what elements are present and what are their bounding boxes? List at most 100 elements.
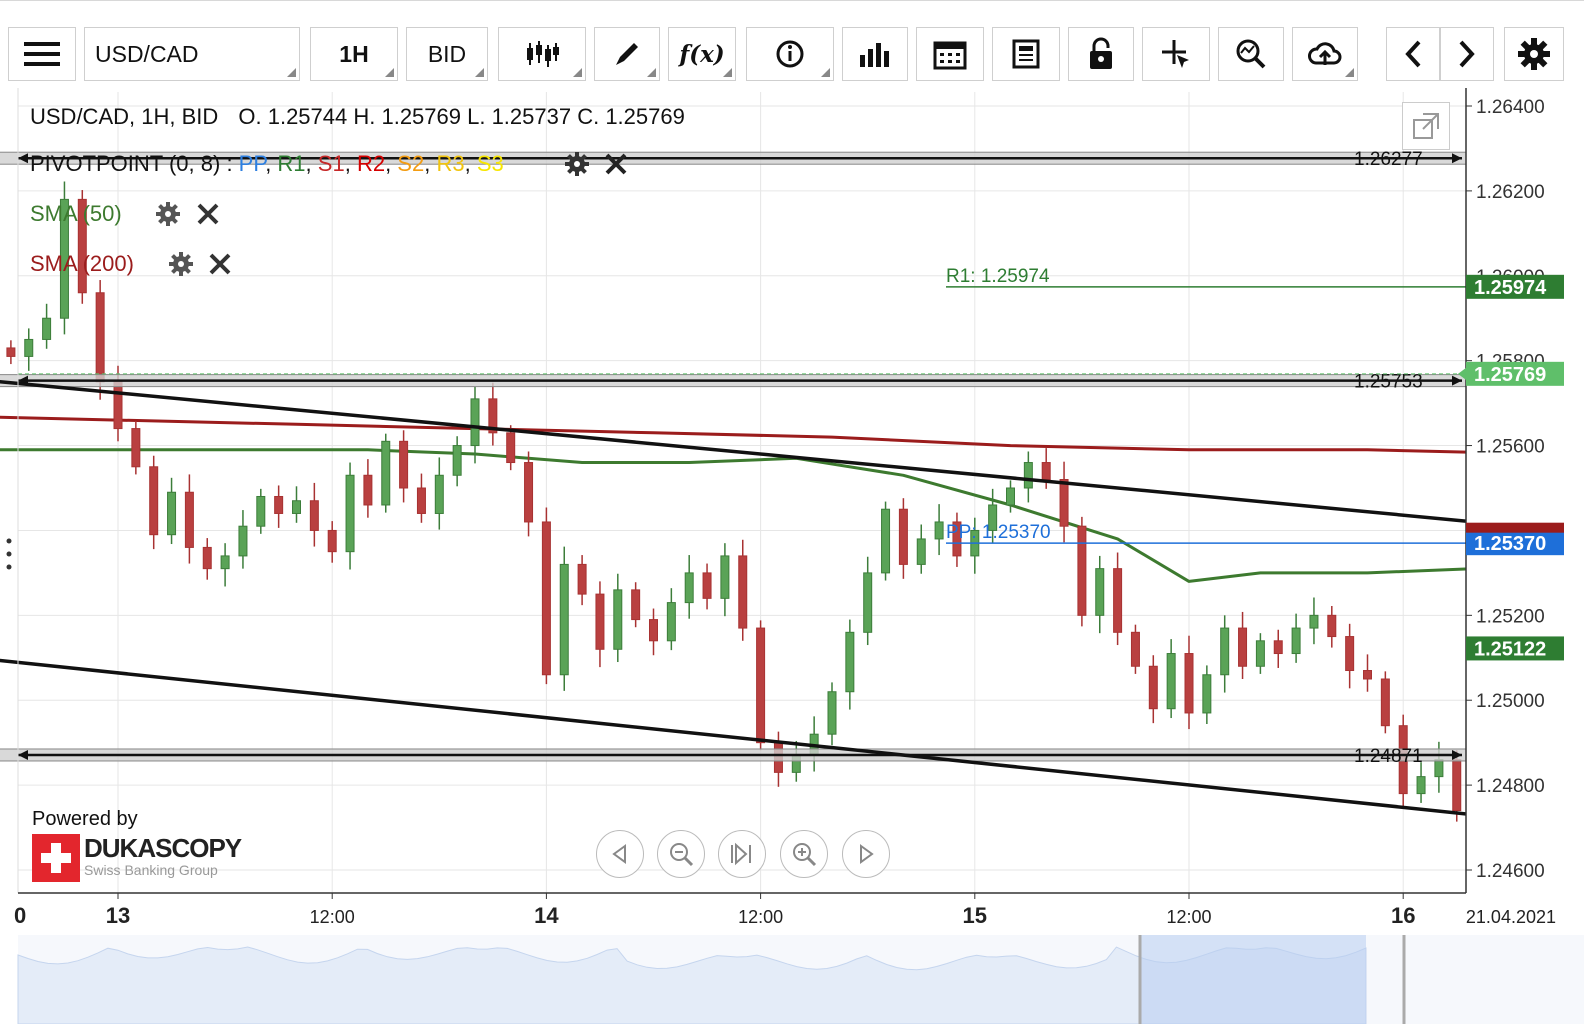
search-button[interactable]: [1218, 27, 1284, 81]
timeframe-selector[interactable]: 1H: [310, 27, 398, 81]
x-tick-label: 0: [14, 903, 26, 928]
pivot-label-r1: R1: 1.25974: [946, 266, 1050, 287]
candle-body: [1202, 674, 1212, 714]
plot-area: [18, 92, 1466, 893]
expand-button[interactable]: [1402, 102, 1450, 150]
channel-line[interactable]: [0, 352, 1584, 641]
volume-button[interactable]: [842, 27, 908, 81]
scroll-right-button[interactable]: [1440, 27, 1494, 81]
candle-body: [1006, 487, 1015, 506]
candle: [1184, 635, 1194, 730]
candle: [1220, 615, 1230, 693]
candle: [1273, 629, 1283, 668]
candle-body: [274, 495, 284, 514]
sma50-legend[interactable]: SMA (50): [30, 201, 122, 227]
scroll-left-button[interactable]: [1386, 27, 1440, 81]
price-side-selector[interactable]: BID: [406, 27, 488, 81]
candle: [345, 462, 355, 570]
candle: [381, 433, 391, 513]
sma50-settings-icon[interactable]: [154, 200, 182, 228]
candle-body: [167, 491, 177, 536]
settings-button[interactable]: [1504, 27, 1564, 81]
pivot-tag-r1-bg: [1466, 274, 1564, 299]
candle-body: [934, 521, 944, 540]
sma50-close-icon[interactable]: [196, 202, 220, 226]
candle: [399, 430, 409, 503]
pen-icon: [616, 43, 638, 65]
lock-icon: [1090, 37, 1112, 69]
x-tick-label: 15: [963, 903, 987, 928]
sma200-legend[interactable]: SMA (200): [30, 251, 134, 277]
info-button[interactable]: [746, 27, 834, 81]
candle: [167, 477, 177, 545]
candle: [1255, 633, 1265, 674]
candle-body: [113, 381, 123, 430]
candle: [1023, 451, 1033, 503]
draw-button[interactable]: [594, 27, 660, 81]
candle-body: [720, 555, 730, 599]
level-arrow-icon: [1452, 153, 1462, 164]
menu-button[interactable]: [8, 27, 76, 81]
cloud-upload-button[interactable]: [1292, 27, 1358, 81]
pivot-legend[interactable]: PIVOTPOINT (0, 8) : PP, R1, S1, R2, S2, …: [30, 151, 504, 177]
candle-body: [363, 474, 373, 506]
candle: [559, 546, 569, 691]
candle: [988, 488, 998, 544]
crosshair-button[interactable]: [1142, 27, 1210, 81]
x-tick-label: 14: [534, 903, 559, 928]
candle-body: [95, 292, 105, 383]
candle: [1380, 671, 1390, 734]
candle: [131, 420, 141, 475]
reset-view-button[interactable]: [718, 830, 766, 878]
candle: [1238, 611, 1248, 679]
pivot-close-icon[interactable]: [604, 152, 628, 176]
candle-body: [1220, 627, 1230, 676]
candle: [845, 619, 855, 710]
candle-body: [1148, 665, 1158, 710]
chart-type-button[interactable]: [498, 27, 586, 81]
candle: [220, 543, 230, 587]
navigator-window[interactable]: [1140, 935, 1366, 1024]
zoom-out-button[interactable]: [657, 830, 705, 878]
nav-back-button[interactable]: [596, 830, 644, 878]
sma200-close-icon[interactable]: [208, 252, 232, 276]
drag-handle-icon[interactable]: [6, 536, 12, 576]
pivot-sep: :: [226, 151, 239, 176]
candle: [595, 581, 605, 668]
candle: [202, 538, 212, 580]
sma200-path: [0, 415, 1584, 458]
candle: [1095, 555, 1105, 634]
candle-body: [149, 466, 159, 536]
pivot-settings-icon[interactable]: [563, 150, 591, 178]
candle-body: [898, 508, 908, 565]
sma200-tag: [1466, 522, 1564, 533]
candle-body: [1023, 462, 1033, 489]
level-label: 1.26277: [1354, 149, 1423, 170]
candle: [1130, 624, 1140, 674]
price-side-label: BID: [427, 40, 467, 67]
navigator[interactable]: [17, 935, 1584, 1024]
calendar-button[interactable]: [916, 27, 984, 81]
zoom-in-button[interactable]: [780, 830, 828, 878]
candle-body: [1345, 636, 1355, 672]
price-chart[interactable]: 1.26277 1.25753 1.24871 R1: 1.25974 PP: 1.25…: [0, 88, 1584, 1024]
candle: [309, 482, 319, 547]
y-tick-label: 1.25000: [1476, 691, 1545, 712]
candle: [149, 455, 159, 550]
symbol-selector[interactable]: USD/CAD: [84, 27, 300, 81]
level-label: 1.24871: [1354, 746, 1423, 767]
candle: [1166, 639, 1176, 719]
pivot-tag-pp-bg: [1466, 531, 1564, 556]
indicators-button[interactable]: f(x): [668, 27, 736, 81]
candle-body: [220, 555, 230, 570]
sma200-settings-icon[interactable]: [167, 250, 195, 278]
nav-forward-button[interactable]: [842, 830, 890, 878]
candle-body: [684, 572, 694, 604]
candle-body: [1238, 627, 1248, 667]
candle: [256, 488, 266, 534]
lock-button[interactable]: [1068, 27, 1134, 81]
y-tick-label: 1.26400: [1476, 97, 1545, 118]
candle: [541, 507, 551, 685]
level-arrow-icon: [18, 153, 28, 164]
news-button[interactable]: [992, 27, 1060, 81]
